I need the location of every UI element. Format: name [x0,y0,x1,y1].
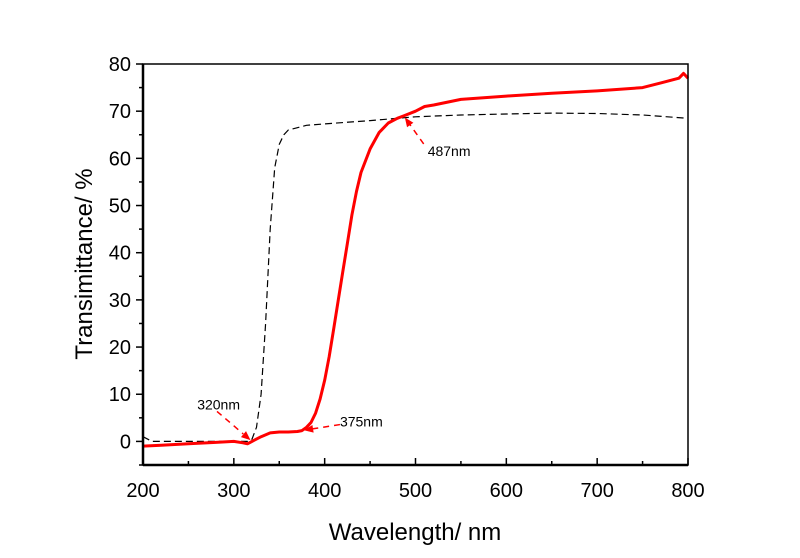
sample-red-line [142,71,690,448]
annotation-label: 320nm [197,396,240,412]
y-tick-label: 60 [109,148,131,170]
arrowhead [240,431,251,441]
x-tick-label: 700 [580,480,613,502]
x-tick-label: 500 [399,480,432,502]
y-tick-label: 30 [109,290,131,312]
y-tick-label: 0 [120,431,131,453]
annotation-arrow [216,410,244,435]
arrowhead [303,424,314,433]
x-tick-label: 600 [490,480,523,502]
annotations-layer: 320nm 375nm 487nm [197,117,471,441]
x-tick-label: 400 [308,480,341,502]
y-tick-label: 80 [109,54,131,76]
y-tick-label: 40 [109,243,131,265]
x-axis-label: Wavelength/ nm [329,519,502,546]
x-tick-label: 200 [126,480,159,502]
x-tick-label: 300 [217,480,250,502]
reference-dashed-line [142,112,689,442]
x-tick-label: 800 [671,480,704,502]
annotation-arrow [311,423,341,430]
y-axis-label: Transimittance/ % [71,168,98,359]
annotation-label: 487nm [428,143,471,159]
y-tick-label: 50 [109,196,131,218]
annotation-arrow [408,122,425,145]
y-tick-label: 10 [109,384,131,406]
y-tick-label: 20 [109,337,131,359]
annotation-label: 375nm [340,414,383,430]
series-layer [142,71,690,448]
y-tick-label: 70 [109,101,131,123]
arrowhead [404,117,414,128]
